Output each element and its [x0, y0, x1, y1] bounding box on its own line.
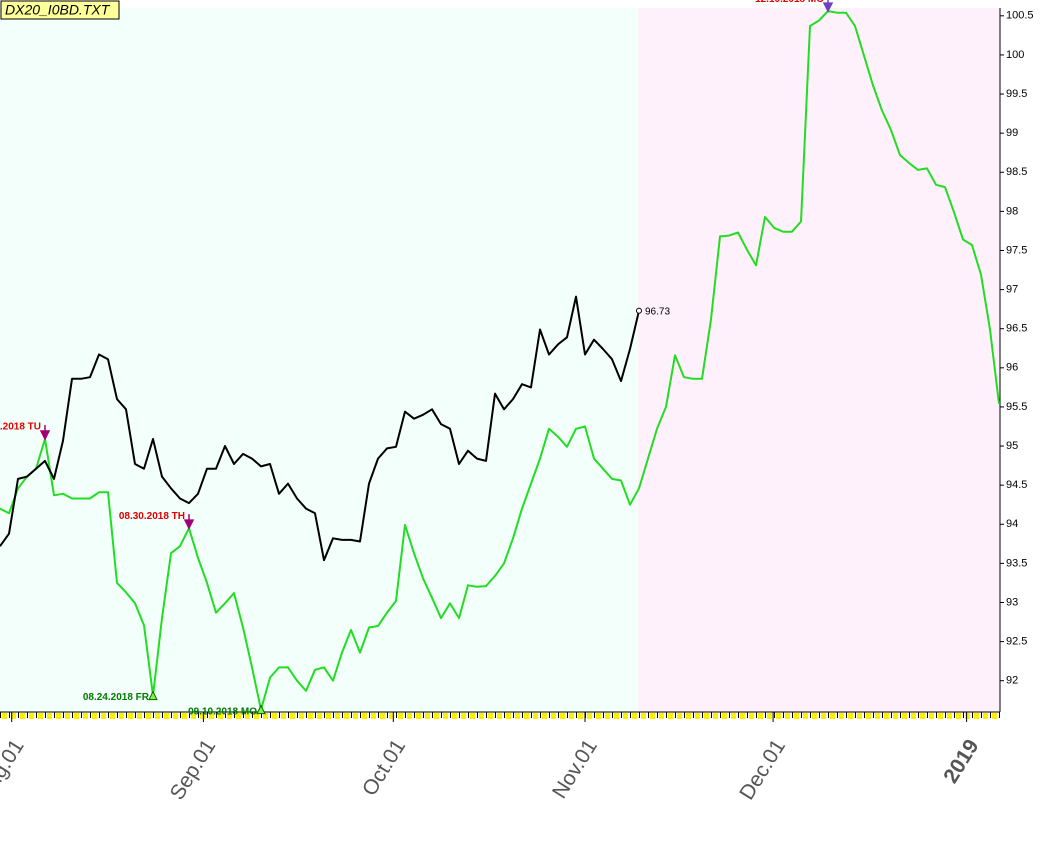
- x-tick-label: Sep.01: [166, 735, 221, 804]
- y-tick-label: 97.5: [1006, 244, 1027, 256]
- y-tick-label: 95.5: [1006, 401, 1027, 413]
- series-line: [0, 295, 640, 562]
- last-value-label: 96.73: [645, 306, 670, 317]
- high-marker: [39, 425, 51, 441]
- y-tick-label: 97: [1006, 284, 1018, 296]
- y-tick-label: 96.5: [1006, 323, 1027, 335]
- x-tick-label: Oct.01: [358, 735, 410, 800]
- x-tick-label: Nov.01: [548, 735, 602, 802]
- x-tick-label: Dec.01: [735, 735, 790, 804]
- x-tick-label: Aug.01: [0, 735, 29, 804]
- series-line: [0, 10, 1000, 711]
- y-tick-label: 93: [1006, 596, 1018, 608]
- annotation: 7.2018 TU: [0, 422, 41, 433]
- high-marker: [183, 514, 195, 530]
- y-tick-label: 100: [1006, 49, 1024, 61]
- y-tick-label: 94: [1006, 518, 1018, 530]
- y-tick-label: 98: [1006, 205, 1018, 217]
- high-marker: [822, 0, 834, 13]
- low-marker: [256, 704, 266, 715]
- y-tick-label: 98.5: [1006, 166, 1027, 178]
- y-tick-label: 92: [1006, 675, 1018, 687]
- low-marker: [148, 690, 158, 701]
- day-ticks: [0, 712, 1000, 721]
- y-tick-label: 95: [1006, 440, 1018, 452]
- annotation: 08.30.2018 TH: [119, 511, 185, 522]
- annotation: 09.10.2018 MO: [188, 706, 257, 717]
- title-background: [0, 0, 120, 20]
- y-tick-label: 92.5: [1006, 636, 1027, 648]
- y-tick-label: 99.5: [1006, 88, 1027, 100]
- y-tick-label: 96: [1006, 362, 1018, 374]
- last-value-dot: [636, 307, 642, 314]
- y-tick-label: 100.5: [1006, 10, 1034, 22]
- title-box: DX20_I0BD.TXT: [0, 0, 120, 20]
- region: [638, 8, 1000, 712]
- y-tick-label: 93.5: [1006, 557, 1027, 569]
- annotation: 12.10.2018 MO: [755, 0, 824, 5]
- y-tick-label: 99: [1006, 127, 1018, 139]
- chart-title: DX20_I0BD.TXT: [5, 2, 111, 18]
- annotation: 08.24.2018 FR: [83, 692, 150, 703]
- y-tick-label: 94.5: [1006, 479, 1027, 491]
- x-tick-label: 2019: [939, 735, 983, 787]
- region: [0, 8, 639, 712]
- background-regions: [0, 8, 1000, 712]
